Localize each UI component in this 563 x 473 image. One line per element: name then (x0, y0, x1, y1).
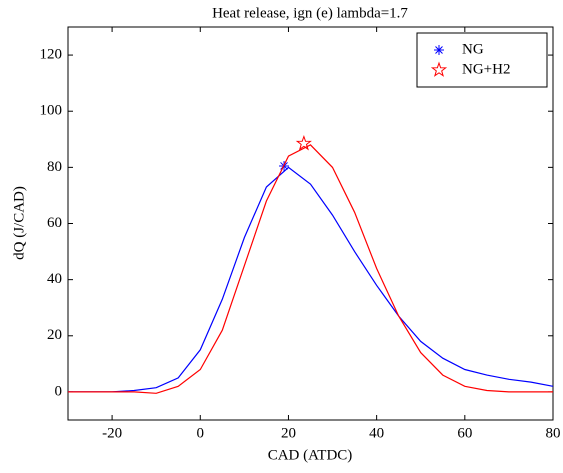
x-tick-label: 80 (546, 425, 561, 441)
legend-label: NG+H2 (462, 61, 510, 77)
legend-label: NG (462, 41, 484, 57)
y-axis-label: dQ (J/CAD) (11, 186, 27, 260)
y-tick-label: 40 (47, 271, 62, 287)
y-tick-label: 120 (40, 47, 63, 63)
legend-marker (430, 61, 448, 77)
x-tick-label: 20 (281, 425, 296, 441)
x-tick-label: 60 (457, 425, 472, 441)
series-line (68, 144, 553, 394)
plot-area (67, 26, 554, 421)
legend-box (416, 32, 548, 88)
chart-title: Heat release, ign (e) lambda=1.7 (212, 5, 408, 21)
x-tick-label: 40 (369, 425, 384, 441)
legend-marker (434, 45, 444, 55)
peak-marker (295, 134, 312, 151)
y-tick-label: 0 (55, 383, 63, 399)
x-axis-label: CAD (ATDC) (268, 447, 353, 463)
x-tick-label: 0 (197, 425, 205, 441)
y-tick-label: 80 (47, 159, 62, 175)
y-tick-label: 20 (47, 327, 62, 343)
y-tick-label: 100 (40, 103, 63, 119)
x-tick-label: -20 (102, 425, 122, 441)
y-tick-label: 60 (47, 215, 62, 231)
series-line (68, 166, 554, 393)
